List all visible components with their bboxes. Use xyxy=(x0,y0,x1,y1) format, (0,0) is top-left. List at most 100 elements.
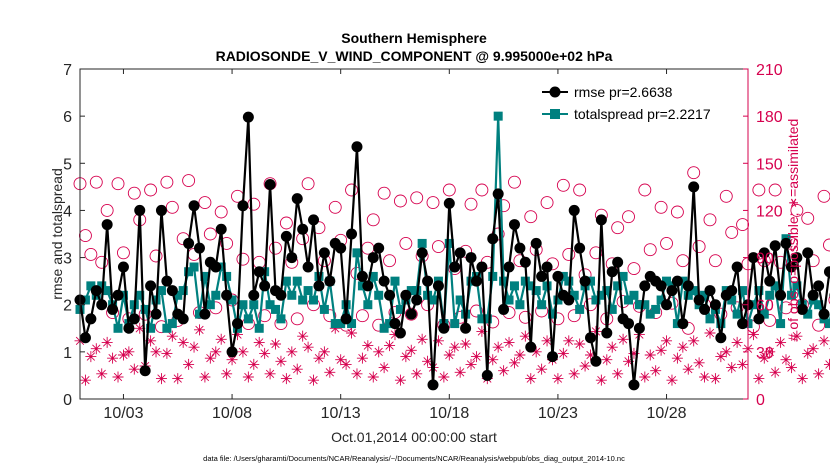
obs-assimilated-point xyxy=(215,333,227,345)
obs-assimilated-point xyxy=(492,341,504,353)
obs-assimilated-point xyxy=(367,371,379,383)
obs-assimilated-point xyxy=(552,373,564,385)
rmse-point xyxy=(221,289,233,301)
totalspread-point xyxy=(504,295,514,305)
obs-assimilated-point xyxy=(671,352,683,364)
axes: 0 1 2 3 4 5 6 7 0 30 60 90 120 150 180 210 10/03 10/08 10/… xyxy=(63,62,783,422)
rmse-point xyxy=(183,237,195,249)
obs-assimilated-point xyxy=(731,336,743,348)
obs-assimilated-point xyxy=(145,335,157,347)
obs-assimilated-point xyxy=(389,329,401,341)
rmse-point xyxy=(389,318,401,330)
obs-assimilated-point xyxy=(601,354,613,366)
rmse-point xyxy=(780,237,792,249)
totalspread-point xyxy=(189,262,199,272)
totalspread-point xyxy=(482,314,492,324)
rmse-point xyxy=(411,294,423,306)
obs-possible-point xyxy=(801,211,815,225)
obs-assimilated-point xyxy=(313,352,325,364)
rmse-point xyxy=(107,303,119,315)
obs-assimilated-point xyxy=(791,330,803,342)
totalspread-point xyxy=(184,267,194,277)
obs-assimilated-point xyxy=(677,341,689,353)
totalspread-point xyxy=(596,290,606,300)
y2-tick-label: 120 xyxy=(756,203,783,220)
rmse-point xyxy=(519,256,531,268)
totalspread-point xyxy=(727,295,737,305)
obs-possible-point xyxy=(399,236,413,250)
obs-assimilated-point xyxy=(394,374,406,386)
rmse-point xyxy=(199,308,211,320)
obs-possible-point xyxy=(290,312,304,326)
obs-assimilated-point xyxy=(172,373,184,385)
obs-possible-point xyxy=(345,183,358,197)
obs-possible-point xyxy=(366,213,380,227)
totalspread-point xyxy=(553,295,563,305)
rmse-point xyxy=(623,318,635,330)
rmse-point xyxy=(677,318,689,330)
obs-assimilated-point xyxy=(411,368,423,380)
totalspread-point xyxy=(640,300,650,310)
rmse-point xyxy=(590,355,602,367)
obs-assimilated-point xyxy=(443,349,455,361)
totalspread-point xyxy=(336,319,346,329)
rmse-point xyxy=(601,327,613,339)
obs-assimilated-point xyxy=(161,347,173,359)
totalspread-point xyxy=(591,295,601,305)
x-tick-label: 10/28 xyxy=(647,405,687,422)
obs-possible-point xyxy=(654,200,668,214)
obs-possible-point xyxy=(573,183,587,197)
totalspread-point xyxy=(309,295,319,305)
obs-assimilated-point xyxy=(134,322,146,334)
rmse-point xyxy=(454,247,466,259)
obs-possible-point xyxy=(198,196,212,210)
obs-assimilated-point xyxy=(166,330,178,342)
rmse-point xyxy=(628,379,640,391)
y2-tick-label: 90 xyxy=(756,251,774,268)
totalspread-point xyxy=(509,281,519,291)
obs-possible-point xyxy=(556,178,570,192)
obs-possible-point xyxy=(736,218,750,232)
obs-possible-point xyxy=(404,307,418,321)
obs-assimilated-point xyxy=(715,351,727,363)
obs-possible-point xyxy=(328,200,342,214)
obs-assimilated-point xyxy=(378,362,390,374)
obs-possible-point xyxy=(464,197,478,211)
rmse-point xyxy=(139,365,151,377)
totalspread-point xyxy=(379,323,389,333)
obs-assimilated-point xyxy=(807,343,819,355)
totalspread-point xyxy=(700,290,710,300)
rmse-point xyxy=(470,275,482,287)
obs-assimilated-point xyxy=(514,349,526,361)
rmse-point xyxy=(210,261,222,273)
rmse-point xyxy=(242,111,254,123)
obs-possible-point xyxy=(470,304,483,318)
obs-assimilated-point xyxy=(231,329,243,341)
obs-assimilated-point xyxy=(460,338,472,350)
obs-possible-point xyxy=(540,196,554,210)
totalspread-point xyxy=(705,314,715,324)
totalspread-point xyxy=(786,290,796,300)
obs-possible-point xyxy=(817,189,830,203)
obs-possible-point xyxy=(719,189,733,203)
rmse-point xyxy=(346,228,358,240)
rmse-point xyxy=(96,299,108,311)
rmse-point xyxy=(579,275,591,287)
obs-possible-point xyxy=(823,238,830,252)
rmse-point xyxy=(226,346,238,358)
obs-possible-point xyxy=(377,186,391,200)
obs-assimilated-point xyxy=(775,336,787,348)
obs-possible-point xyxy=(562,247,576,261)
rmse-point xyxy=(823,266,830,278)
obs-assimilated-point xyxy=(666,374,678,386)
y-tick-label: 3 xyxy=(63,251,72,268)
totalspread-point xyxy=(287,290,297,300)
totalspread-point xyxy=(803,309,813,319)
totalspread-point xyxy=(406,286,416,296)
obs-assimilated-point xyxy=(199,371,211,383)
totalspread-point xyxy=(542,281,552,291)
rmse-point xyxy=(427,379,439,391)
obs-assimilated-point xyxy=(818,335,830,347)
totalspread-point xyxy=(86,281,96,291)
obs-assimilated-point xyxy=(432,335,444,347)
